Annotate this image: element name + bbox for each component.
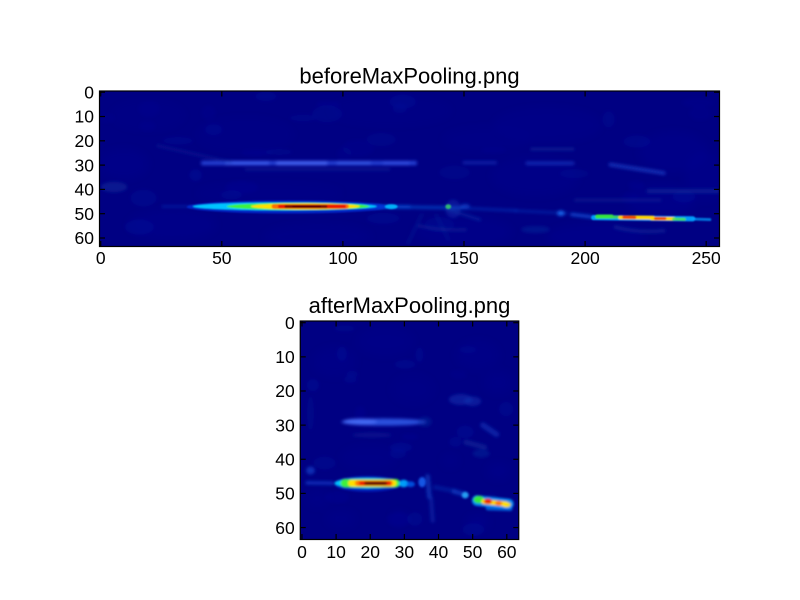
svg-text:30: 30 xyxy=(395,542,415,562)
svg-text:0: 0 xyxy=(96,248,106,268)
svg-text:afterMaxPooling.png: afterMaxPooling.png xyxy=(309,293,511,318)
svg-text:50: 50 xyxy=(275,484,295,504)
svg-text:50: 50 xyxy=(212,248,232,268)
svg-text:100: 100 xyxy=(328,248,357,268)
svg-text:250: 250 xyxy=(692,248,721,268)
svg-text:30: 30 xyxy=(275,415,295,435)
svg-text:60: 60 xyxy=(275,518,295,538)
svg-text:40: 40 xyxy=(75,180,95,200)
svg-text:50: 50 xyxy=(463,542,483,562)
svg-text:20: 20 xyxy=(275,381,295,401)
svg-text:20: 20 xyxy=(361,542,381,562)
svg-text:40: 40 xyxy=(429,542,449,562)
svg-text:150: 150 xyxy=(449,248,478,268)
svg-text:60: 60 xyxy=(497,542,517,562)
svg-text:50: 50 xyxy=(75,204,95,224)
svg-text:20: 20 xyxy=(75,131,95,151)
svg-text:200: 200 xyxy=(570,248,599,268)
svg-text:10: 10 xyxy=(75,107,95,127)
svg-text:30: 30 xyxy=(75,155,95,175)
svg-text:10: 10 xyxy=(326,542,346,562)
svg-text:10: 10 xyxy=(275,347,295,367)
svg-text:0: 0 xyxy=(285,313,295,333)
svg-text:40: 40 xyxy=(275,449,295,469)
svg-text:60: 60 xyxy=(75,228,95,248)
svg-text:0: 0 xyxy=(84,82,94,102)
svg-text:0: 0 xyxy=(297,542,307,562)
svg-text:beforeMaxPooling.png: beforeMaxPooling.png xyxy=(299,64,519,89)
